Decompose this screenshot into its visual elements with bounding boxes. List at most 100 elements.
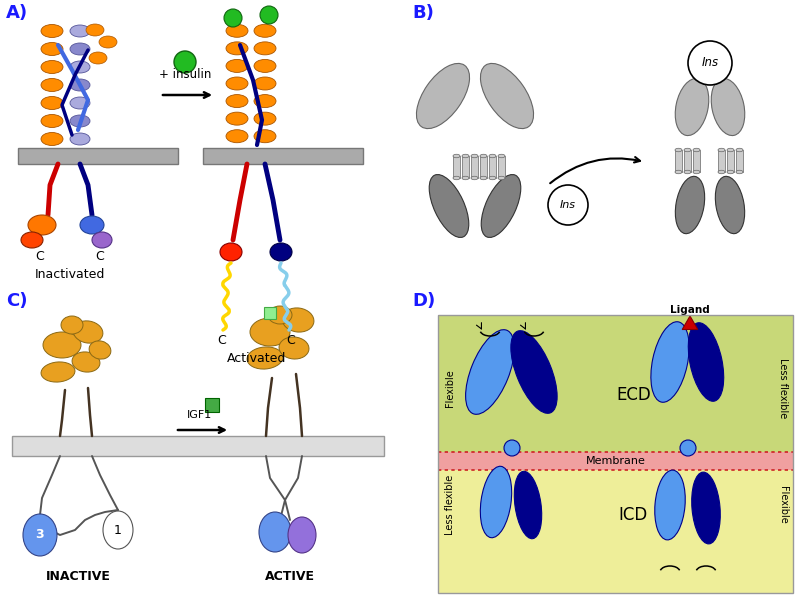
Text: IGF1: IGF1 — [187, 410, 213, 420]
Ellipse shape — [489, 154, 496, 158]
Text: Ins: Ins — [560, 200, 576, 210]
Text: Less flexible: Less flexible — [778, 358, 788, 418]
Ellipse shape — [675, 148, 682, 152]
Ellipse shape — [28, 215, 56, 235]
Ellipse shape — [462, 154, 469, 158]
Circle shape — [548, 185, 588, 225]
Text: 1: 1 — [114, 523, 122, 536]
Ellipse shape — [736, 148, 743, 152]
Ellipse shape — [727, 148, 734, 152]
Ellipse shape — [651, 322, 689, 402]
Ellipse shape — [41, 133, 63, 145]
Bar — [453, 156, 460, 178]
Ellipse shape — [718, 170, 725, 174]
Bar — [438, 452, 793, 470]
Bar — [675, 150, 682, 172]
Bar — [489, 156, 496, 178]
Ellipse shape — [684, 170, 691, 174]
Ellipse shape — [254, 59, 276, 73]
Ellipse shape — [23, 514, 57, 556]
Text: Flexible: Flexible — [445, 369, 455, 407]
Text: Less flexible: Less flexible — [445, 475, 455, 535]
Ellipse shape — [471, 176, 478, 180]
Ellipse shape — [99, 36, 117, 48]
Text: ECD: ECD — [616, 386, 650, 404]
Ellipse shape — [270, 243, 292, 261]
Ellipse shape — [80, 216, 104, 234]
Text: C: C — [218, 334, 226, 347]
Text: + insulin: + insulin — [159, 68, 211, 81]
Ellipse shape — [41, 61, 63, 73]
Ellipse shape — [282, 308, 314, 332]
Bar — [693, 150, 700, 172]
Ellipse shape — [288, 517, 316, 553]
Ellipse shape — [70, 97, 90, 109]
Ellipse shape — [675, 170, 682, 174]
Ellipse shape — [481, 64, 534, 128]
Bar — [438, 470, 793, 593]
Text: 3: 3 — [36, 529, 44, 541]
Bar — [498, 156, 505, 178]
Text: C): C) — [6, 292, 27, 310]
Ellipse shape — [471, 154, 478, 158]
Ellipse shape — [226, 130, 248, 143]
Ellipse shape — [693, 148, 700, 152]
Ellipse shape — [675, 79, 709, 136]
Ellipse shape — [70, 115, 90, 127]
Ellipse shape — [480, 466, 512, 538]
Ellipse shape — [514, 471, 542, 539]
Bar — [736, 150, 743, 172]
Ellipse shape — [511, 331, 557, 413]
Text: B): B) — [412, 4, 434, 22]
Ellipse shape — [70, 61, 90, 73]
Ellipse shape — [718, 148, 725, 152]
Ellipse shape — [103, 511, 133, 549]
Text: Activated: Activated — [227, 352, 286, 365]
Ellipse shape — [680, 440, 696, 456]
Ellipse shape — [711, 79, 745, 136]
Ellipse shape — [254, 95, 276, 107]
Circle shape — [260, 6, 278, 24]
Ellipse shape — [247, 347, 283, 369]
Bar — [718, 150, 725, 172]
Ellipse shape — [70, 25, 90, 37]
Ellipse shape — [688, 323, 724, 401]
Ellipse shape — [226, 77, 248, 90]
Bar — [12, 436, 384, 456]
Ellipse shape — [430, 175, 469, 238]
Bar — [438, 315, 793, 452]
Ellipse shape — [89, 341, 111, 359]
Ellipse shape — [43, 332, 81, 358]
Ellipse shape — [498, 154, 505, 158]
Ellipse shape — [462, 176, 469, 180]
Ellipse shape — [684, 148, 691, 152]
Ellipse shape — [21, 232, 43, 248]
Ellipse shape — [254, 42, 276, 55]
Bar — [727, 150, 734, 172]
Ellipse shape — [250, 318, 290, 346]
Ellipse shape — [226, 42, 248, 55]
Ellipse shape — [482, 175, 521, 238]
Text: D): D) — [412, 292, 435, 310]
Ellipse shape — [268, 306, 292, 324]
Ellipse shape — [480, 176, 487, 180]
Circle shape — [224, 9, 242, 27]
Ellipse shape — [254, 130, 276, 143]
Bar — [684, 150, 691, 172]
Ellipse shape — [226, 112, 248, 125]
Ellipse shape — [41, 362, 75, 382]
Text: Ligand: Ligand — [670, 305, 710, 315]
Text: ICD: ICD — [618, 506, 648, 524]
Ellipse shape — [453, 176, 460, 180]
Ellipse shape — [279, 337, 309, 359]
Ellipse shape — [72, 352, 100, 372]
Ellipse shape — [41, 97, 63, 109]
Ellipse shape — [736, 170, 743, 174]
Text: C: C — [36, 250, 44, 263]
Ellipse shape — [41, 25, 63, 37]
Ellipse shape — [489, 176, 496, 180]
Text: C: C — [96, 250, 104, 263]
Ellipse shape — [727, 170, 734, 174]
Bar — [480, 156, 487, 178]
Bar — [438, 315, 793, 593]
